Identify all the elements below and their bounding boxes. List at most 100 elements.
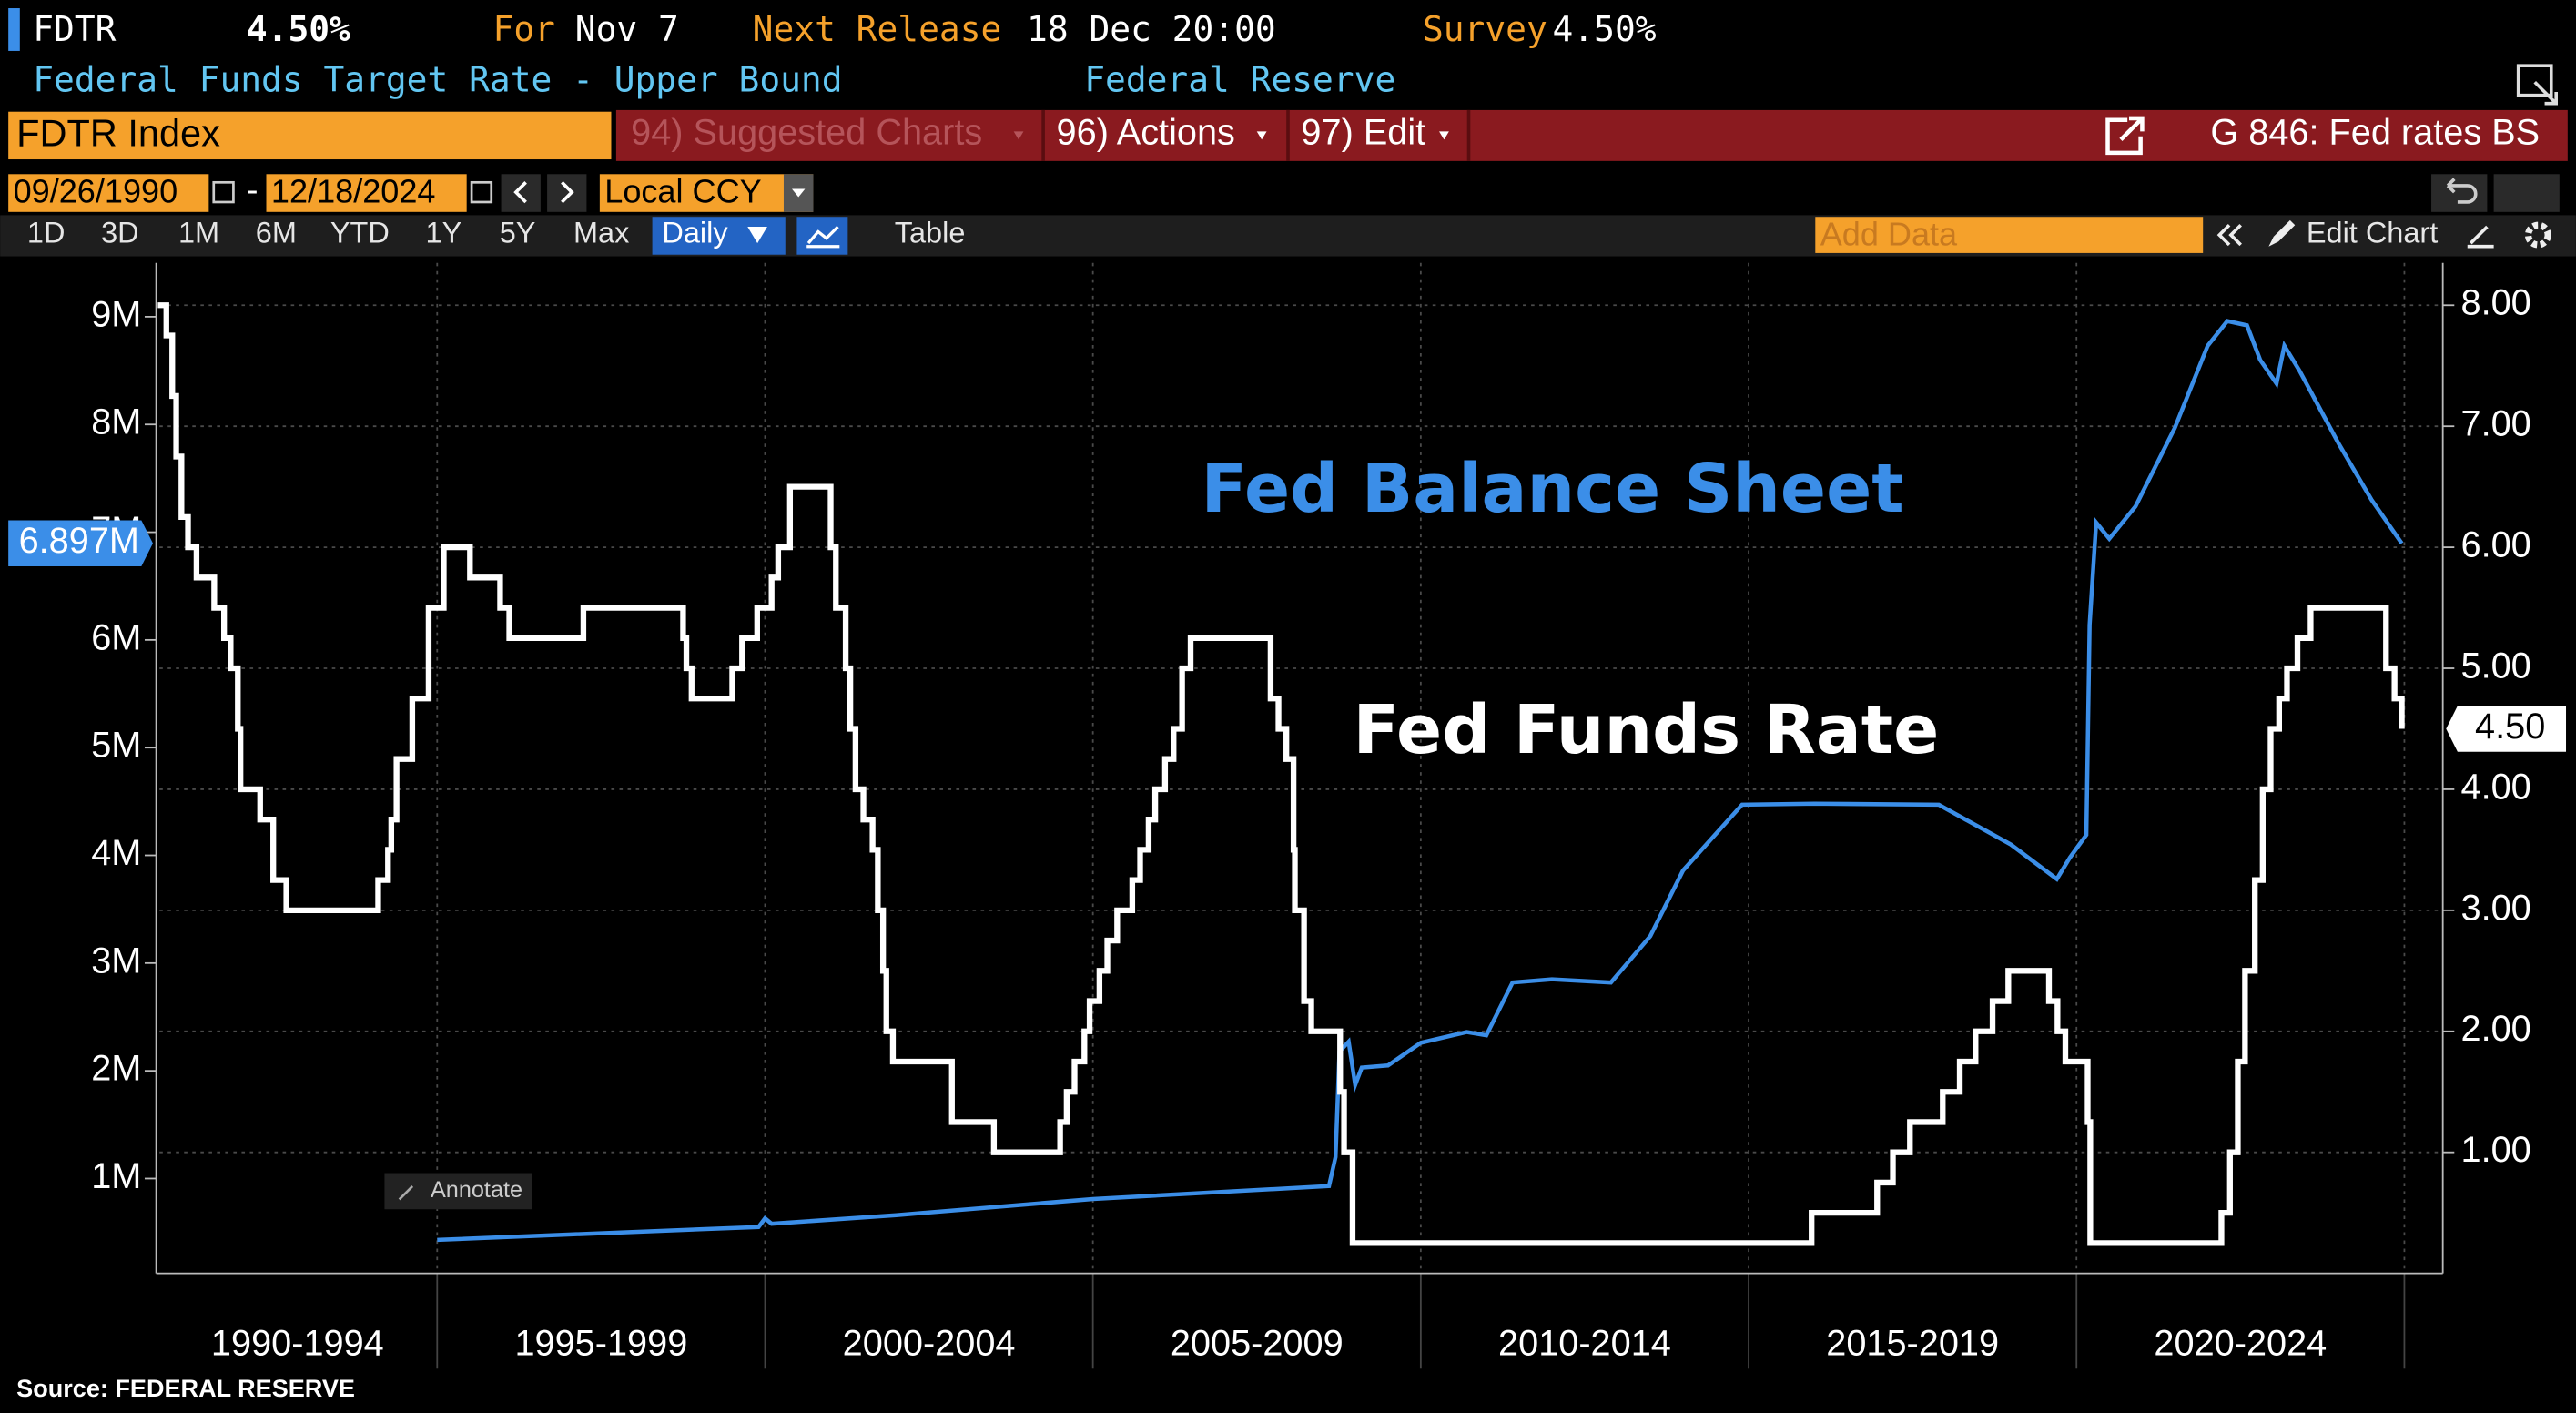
- menu-actions[interactable]: 96) Actions: [1057, 112, 1235, 152]
- end-date: 12/18/2024: [271, 172, 436, 209]
- x-tick-label: 1995-1999: [514, 1323, 687, 1363]
- menu-suggested[interactable]: 94) Suggested Charts: [631, 112, 982, 152]
- x-tick-label: 1990-1994: [211, 1323, 384, 1363]
- series-annotation: Fed Balance Sheet: [1201, 450, 1903, 528]
- y2-tick-label: 2.00: [2461, 1009, 2531, 1049]
- series-annotation: Fed Funds Rate: [1354, 691, 1940, 769]
- ticker: FDTR: [33, 9, 116, 49]
- y-tick-label: 3M: [91, 940, 141, 981]
- source: Source: FEDERAL RESERVE: [16, 1375, 355, 1402]
- y-tick-label: 8M: [91, 402, 141, 442]
- next-release-label: Next Release: [753, 9, 1002, 49]
- x-tick-label: 2005-2009: [1171, 1323, 1344, 1363]
- period-button[interactable]: 1M: [178, 217, 219, 249]
- expand-icon[interactable]: [2516, 64, 2558, 106]
- next-release-date: 18 Dec 20:00: [1027, 9, 1276, 49]
- dropdown-caret: [1439, 131, 1449, 140]
- draw-icon[interactable]: [2467, 225, 2494, 249]
- for-label: For: [493, 9, 555, 49]
- next-button[interactable]: [547, 174, 587, 212]
- x-tick-label: 2020-2024: [2154, 1323, 2327, 1363]
- period-button[interactable]: 3D: [101, 217, 139, 249]
- period-button[interactable]: YTD: [330, 217, 390, 249]
- period-button[interactable]: Max: [573, 217, 629, 249]
- range-separator: -: [247, 171, 259, 209]
- collapse-icon[interactable]: [2216, 223, 2242, 247]
- period-button[interactable]: 6M: [256, 217, 297, 249]
- y-tick-label: 5M: [91, 726, 141, 766]
- currency: Local CCY: [604, 172, 761, 209]
- chart: 1M2M3M4M5M6M7M8M9M1.002.003.004.005.006.…: [8, 262, 2567, 1402]
- x-tick-label: 2015-2019: [1826, 1323, 1999, 1363]
- y2-tick-label: 8.00: [2461, 283, 2531, 323]
- annotate-label: Annotate: [431, 1177, 522, 1203]
- dropdown-caret: [1256, 131, 1267, 140]
- last-value-label: 6.897M: [19, 521, 139, 561]
- x-tick-label: 2010-2014: [1498, 1323, 1671, 1363]
- redo-button[interactable]: [2493, 174, 2560, 212]
- command-bar: [615, 109, 2568, 161]
- prev-button[interactable]: [501, 174, 541, 212]
- period-button[interactable]: 1Y: [426, 217, 462, 249]
- y-tick-label: 2M: [91, 1049, 141, 1089]
- y2-tick-label: 3.00: [2461, 888, 2531, 928]
- y-tick-label: 9M: [91, 294, 141, 334]
- next-arrow: [561, 181, 574, 204]
- last-value-box: [8, 520, 153, 567]
- end-date-field[interactable]: [266, 174, 467, 212]
- divider: [1041, 109, 1045, 161]
- divider: [1466, 109, 1471, 161]
- y-tick-label: 1M: [91, 1156, 141, 1196]
- menu-edit[interactable]: 97) Edit: [1301, 112, 1425, 152]
- y2-tick-label: 5.00: [2461, 646, 2531, 686]
- table-button[interactable]: Table: [895, 217, 966, 249]
- launch-icon[interactable]: [2105, 116, 2145, 156]
- edit-chart-button[interactable]: Edit Chart: [2307, 217, 2438, 249]
- start-date: 09/26/1990: [14, 172, 178, 209]
- pencil-icon: [2268, 219, 2296, 247]
- add-data-field[interactable]: [1815, 217, 2204, 253]
- for-date: Nov 7: [575, 9, 679, 49]
- x-tick-label: 2000-2004: [843, 1323, 1016, 1363]
- dropdown-caret: [747, 227, 767, 244]
- price: 4.50%: [247, 9, 350, 49]
- period-button[interactable]: 1D: [27, 217, 66, 249]
- y2-tick-label: 4.00: [2461, 767, 2531, 807]
- survey-value: 4.50%: [1553, 9, 1657, 49]
- y2-tick-label: 1.00: [2461, 1130, 2531, 1170]
- survey-label: Survey: [1423, 9, 1547, 49]
- series-line: [157, 302, 2405, 1246]
- last-value-label: 4.50: [2475, 706, 2545, 747]
- currency-field[interactable]: [599, 174, 814, 212]
- calendar-icon[interactable]: [212, 180, 235, 204]
- frequency: Daily: [662, 217, 728, 249]
- undo-icon: [2446, 178, 2478, 204]
- frequency-button[interactable]: [652, 217, 786, 255]
- calendar-icon[interactable]: [470, 180, 493, 204]
- security: FDTR Index: [16, 112, 220, 155]
- divider: [1286, 109, 1290, 161]
- series-line: [437, 319, 2404, 1243]
- start-date-field[interactable]: [8, 174, 209, 212]
- annotate-icon: [398, 1185, 414, 1201]
- y-tick-label: 6M: [91, 617, 141, 657]
- security-field[interactable]: [8, 111, 612, 160]
- prev-arrow: [513, 181, 527, 204]
- y-tick-label: 4M: [91, 833, 141, 873]
- dropdown-caret: [1013, 131, 1024, 140]
- source-org: Federal Reserve: [1084, 60, 1395, 100]
- period-buttons: 1D 3D 1M 6M YTD 1Y 5Y Max: [27, 217, 629, 249]
- ticker-marker: [8, 8, 20, 51]
- chart-name: G 846: Fed rates BS: [2210, 112, 2540, 152]
- period-button[interactable]: 5Y: [500, 217, 536, 249]
- y2-tick-label: 6.00: [2461, 525, 2531, 565]
- chart-icon: [806, 225, 840, 249]
- description: Federal Funds Target Rate - Upper Bound: [33, 60, 842, 100]
- undo-button[interactable]: [2431, 174, 2488, 212]
- settings-icon[interactable]: [2524, 221, 2551, 249]
- dropdown-caret: [791, 188, 806, 198]
- add-data: Add Data: [1820, 215, 1958, 252]
- last-value-box: [2446, 706, 2567, 752]
